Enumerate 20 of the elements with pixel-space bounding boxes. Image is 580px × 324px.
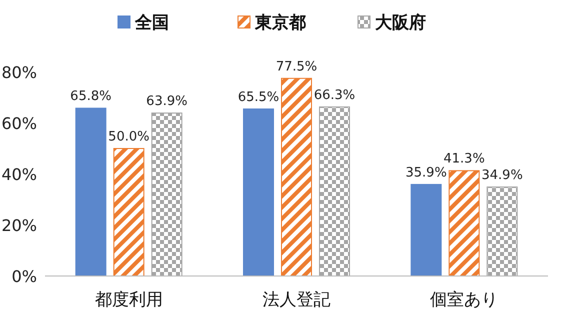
legend-label: 東京都 [254,13,306,33]
data-label: 66.3% [314,88,356,103]
data-label: 41.3% [444,152,485,167]
data-label: 34.9% [482,168,523,184]
data-label: 50.0% [108,130,150,144]
y-tick-label: 40% [1,165,37,184]
y-tick-label: 80% [1,63,37,82]
data-label: 35.9% [406,165,447,180]
x-tick-label: 法人登記 [262,290,330,310]
y-tick-label: 60% [1,114,37,133]
legend-label: 大阪府 [375,13,426,33]
x-tick-label: 都度利用 [94,290,163,310]
x-tick-label: 個室あり [430,290,498,310]
data-label: 77.5% [276,59,318,74]
y-tick-label: 20% [1,216,37,235]
legend-label: 全国 [134,13,169,33]
data-label: 65.5% [238,90,280,105]
y-tick-label: 0% [12,267,37,286]
data-label: 65.8% [70,89,112,104]
data-label: 63.9% [146,94,188,110]
